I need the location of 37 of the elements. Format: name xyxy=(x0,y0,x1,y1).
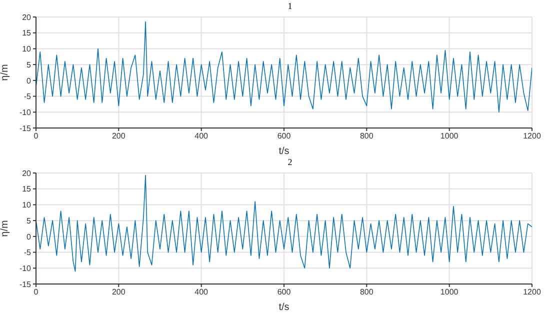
x-tick-label: 800 xyxy=(360,288,374,297)
y-axis-title: η/m xyxy=(0,220,11,237)
y-axis-title: η/m xyxy=(0,64,11,81)
y-tick-label: -10 xyxy=(19,264,32,273)
y-tick-label: -15 xyxy=(19,280,32,289)
x-tick-label: 400 xyxy=(194,132,209,141)
x-tick-label: 800 xyxy=(360,132,374,141)
y-tick-label: 20 xyxy=(22,168,32,178)
y-tick-label: 10 xyxy=(22,200,32,210)
x-tick-label: 200 xyxy=(112,132,126,141)
y-tick-label: 5 xyxy=(26,216,32,226)
y-tick-label: 15 xyxy=(22,184,32,194)
x-tick-label: 1000 xyxy=(440,288,459,297)
y-tick-label: -10 xyxy=(19,108,32,117)
y-tick-label: 0 xyxy=(26,232,32,242)
y-tick-label: -5 xyxy=(24,248,32,258)
x-tick-label: 0 xyxy=(34,288,39,297)
y-tick-label: -15 xyxy=(19,124,32,133)
x-axis-title: t/s xyxy=(278,302,290,313)
x-tick-label: 1200 xyxy=(523,132,542,141)
y-tick-label: 15 xyxy=(22,28,32,38)
y-tick-label: 5 xyxy=(26,60,32,70)
x-tick-label: 0 xyxy=(34,132,39,141)
x-tick-label: 1200 xyxy=(523,288,542,297)
chart-title: 1 xyxy=(286,0,294,12)
line-series xyxy=(36,21,532,113)
x-tick-label: 600 xyxy=(277,132,292,141)
y-tick-label: 20 xyxy=(22,12,32,22)
y-tick-label: -5 xyxy=(24,92,32,102)
x-tick-label: 400 xyxy=(194,288,209,297)
x-tick-label: 1000 xyxy=(440,132,459,141)
x-tick-label: 200 xyxy=(112,288,126,297)
chart-title: 2 xyxy=(286,156,294,168)
y-tick-label: 10 xyxy=(22,44,32,54)
x-tick-label: 600 xyxy=(277,288,292,297)
x-axis-title: t/s xyxy=(278,146,290,157)
y-tick-label: 0 xyxy=(26,76,32,86)
